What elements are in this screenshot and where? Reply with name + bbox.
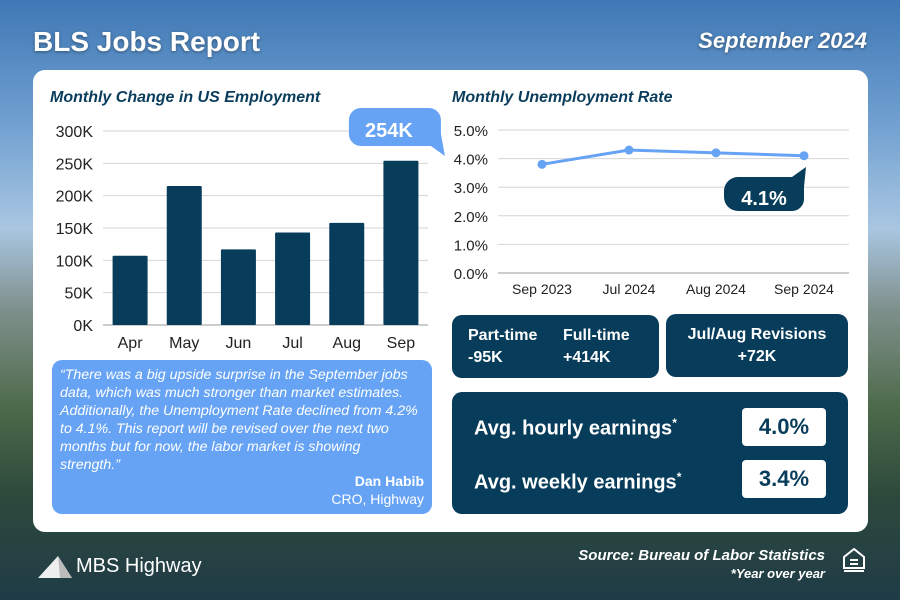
y-tick-label: 0K [73, 318, 93, 335]
bar-may [166, 185, 202, 325]
revisions-label: Jul/Aug Revisions [687, 326, 827, 343]
x-tick-label: Sep 2023 [512, 281, 572, 297]
full-time-label: Full-time [563, 327, 630, 344]
value-callout [348, 108, 445, 156]
bar-aug [329, 222, 365, 325]
bar-jun [220, 249, 256, 325]
data-point [624, 145, 634, 155]
x-tick-label: Aug 2024 [686, 281, 746, 297]
x-tick-label: Jul 2024 [603, 281, 656, 297]
mbs-highway-logo: MBS Highway [38, 555, 202, 578]
x-tick-label: Sep [387, 335, 416, 352]
y-tick-label: 300K [56, 124, 94, 141]
x-tick-label: Jun [226, 335, 252, 352]
y-tick-label: 200K [56, 189, 94, 206]
hourly-label-text: Avg. hourly earnings [474, 417, 673, 440]
x-tick-label: May [169, 335, 199, 352]
employment-type-box: Part-time -95K Full-time +414K [452, 315, 659, 378]
bar-jul [275, 232, 311, 325]
y-tick-label: 1.0% [454, 237, 488, 254]
value-callout [724, 167, 806, 211]
bar-apr [112, 255, 148, 325]
data-point [711, 148, 721, 158]
quote-role: CRO, Highway [331, 491, 424, 507]
part-time-label: Part-time [468, 327, 538, 344]
full-time-value: +414K [563, 349, 611, 366]
y-tick-label: 150K [56, 221, 94, 238]
quote-author: Dan Habib [354, 473, 424, 489]
unemployment-chart-title: Monthly Unemployment Rate [452, 89, 673, 106]
footnote-marker: * [676, 470, 682, 484]
x-tick-label: Jul [282, 335, 302, 352]
page-title: BLS Jobs Report [33, 26, 261, 57]
data-point [537, 159, 547, 169]
source-text: Source: Bureau of Labor Statistics [578, 547, 825, 564]
unemployment-line [541, 148, 805, 166]
employment-chart-title: Monthly Change in US Employment [50, 89, 321, 106]
weekly-earnings-label: Avg. weekly earnings* [474, 470, 681, 495]
revisions-value: +72K [737, 348, 777, 365]
y-tick-label: 100K [56, 253, 94, 270]
y-tick-label: 50K [65, 286, 94, 303]
hourly-earnings-label: Avg. hourly earnings* [474, 416, 677, 441]
logo-text: MBS Highway [76, 555, 202, 577]
data-point [799, 151, 809, 161]
quote-box: “There was a big upside surprise in the … [52, 360, 432, 514]
y-tick-label: 4.0% [454, 152, 488, 169]
footnote-marker: * [672, 416, 677, 430]
hourly-earnings-value: 4.0% [742, 408, 826, 446]
x-tick-label: Sep 2024 [774, 281, 834, 297]
weekly-earnings-value: 3.4% [742, 460, 826, 498]
logo-mountain-icon [38, 555, 72, 578]
callout-label: 4.1% [741, 188, 787, 210]
y-tick-label: 0.0% [454, 266, 488, 283]
report-date: September 2024 [698, 28, 867, 53]
callout-label: 254K [365, 120, 413, 142]
weekly-label-text: Avg. weekly earnings [474, 471, 677, 494]
quote-text: “There was a big upside surprise in the … [60, 367, 418, 473]
part-time-value: -95K [468, 349, 503, 366]
y-tick-label: 2.0% [454, 209, 488, 226]
footnote-text: *Year over year [730, 566, 825, 581]
y-tick-label: 250K [56, 156, 94, 173]
y-tick-label: 5.0% [454, 123, 488, 140]
earnings-box: Avg. hourly earnings* 4.0% Avg. weekly e… [452, 392, 848, 514]
y-tick-label: 3.0% [454, 180, 488, 197]
x-tick-label: Apr [118, 335, 144, 352]
revisions-box: Jul/Aug Revisions +72K [666, 314, 848, 377]
equal-housing-icon [843, 548, 865, 572]
x-tick-label: Aug [333, 335, 361, 352]
bar-sep [383, 160, 419, 325]
